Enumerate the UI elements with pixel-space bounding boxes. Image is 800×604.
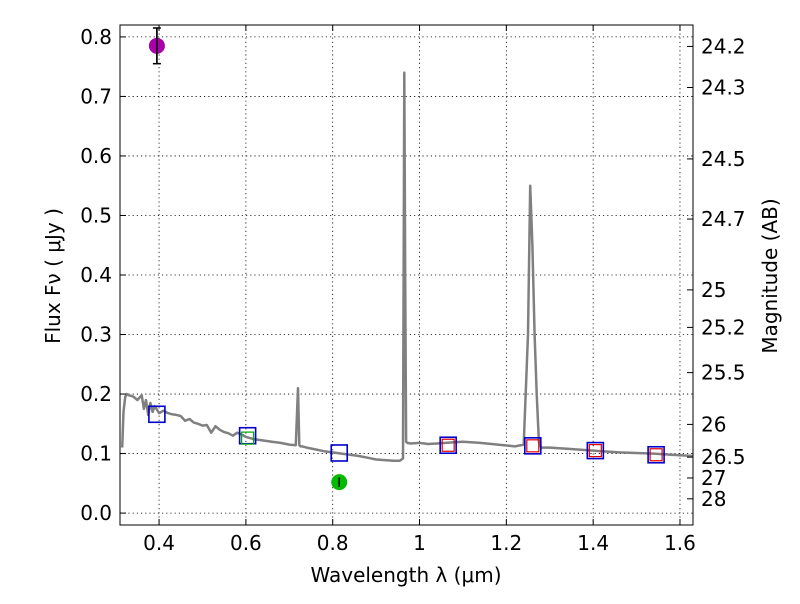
mag-tick-label: 26.5 [701, 445, 746, 469]
filter-box-blue [586, 441, 605, 460]
mag-tick-label: 25 [701, 278, 726, 302]
mag-tick-label: 24.3 [701, 76, 746, 100]
filter-box-blue [148, 405, 166, 424]
y-axis-title: Flux Fν ( μJy ) [41, 208, 65, 344]
x-tick-label: 0.6 [230, 531, 262, 555]
filter-box-red [526, 439, 540, 453]
y2-axis-title: Magnitude (AB) [758, 198, 782, 353]
x-tick-label: 0.4 [143, 531, 175, 555]
mag-tick-label: 24.5 [701, 147, 746, 171]
model-spectrum-line [120, 71, 694, 462]
axis-ticks: 0.4 0.6 0.8 1 1.2 1.4 1.6 0.0 0.1 0.2 0.3 0.4 0.5 0.6… [80, 25, 745, 555]
x-tick-label: 1 [413, 531, 426, 555]
y-tick-label: 0.5 [80, 203, 112, 227]
mag-tick-label: 27 [701, 466, 726, 490]
mag-tick-label: 28 [701, 487, 726, 511]
y-tick-label: 0.7 [80, 84, 112, 108]
y-tick-label: 0.8 [80, 25, 112, 49]
plot-area [120, 27, 694, 491]
filter-box-red [588, 443, 602, 458]
y-tick-label: 0.2 [80, 382, 112, 406]
filter-box-blue [647, 445, 665, 464]
y-tick-label: 0.6 [80, 144, 112, 168]
filter-box-blue [330, 444, 349, 462]
filter-box-red [441, 438, 455, 452]
filter-box-red [649, 448, 663, 462]
y-tick-label: 0.4 [80, 263, 112, 287]
mag-tick-label: 25.2 [701, 315, 746, 339]
y-tick-label: 0.3 [80, 323, 112, 347]
x-axis-title: Wavelength λ (μm) [310, 563, 501, 587]
y-tick-label: 0.0 [80, 501, 112, 525]
mag-tick-label: 25.5 [701, 361, 746, 385]
filter-box-green [241, 431, 255, 445]
x-tick-label: 1.6 [664, 531, 696, 555]
x-tick-label: 1.2 [490, 531, 522, 555]
mag-tick-label: 24.7 [701, 207, 746, 231]
x-tick-label: 0.8 [317, 531, 349, 555]
x-tick-label: 1.4 [577, 531, 609, 555]
mag-tick-label: 26 [701, 412, 726, 436]
filter-box-blue [439, 436, 457, 455]
mag-tick-label: 24.2 [701, 34, 746, 58]
y-tick-label: 0.1 [80, 442, 112, 466]
filter-box-blue [524, 437, 542, 455]
